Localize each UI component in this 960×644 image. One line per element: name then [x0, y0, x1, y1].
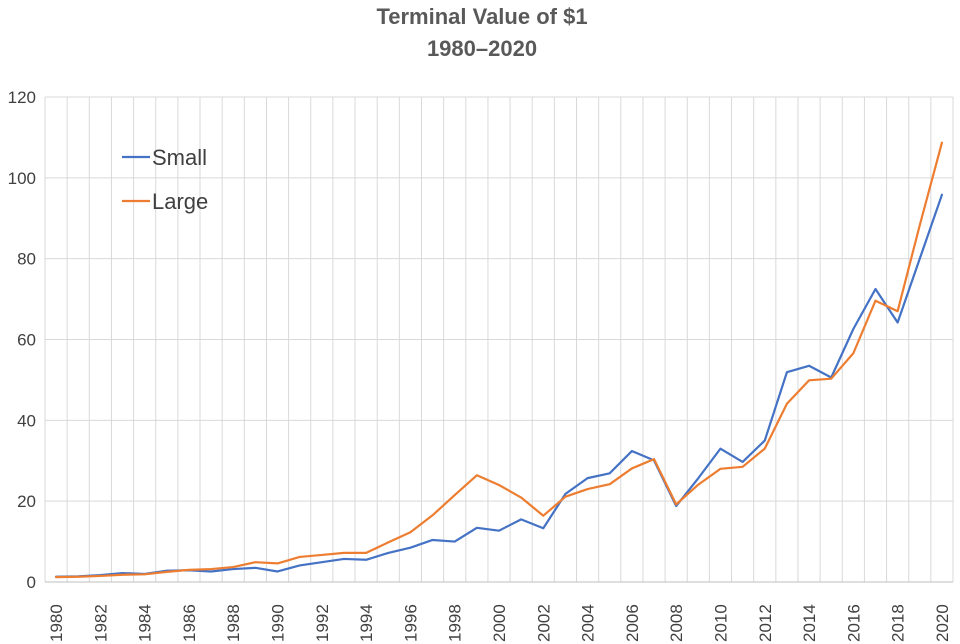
x-tick-label: 1980	[47, 604, 66, 642]
x-tick-label: 1992	[313, 604, 332, 642]
chart-title: Terminal Value of $1 1980–2020	[376, 4, 587, 61]
y-tick-label: 0	[27, 573, 36, 592]
x-tick-label: 1996	[401, 604, 420, 642]
x-tick-label: 1990	[269, 604, 288, 642]
x-tick-label: 1994	[357, 604, 376, 642]
series-lines	[54, 141, 944, 579]
x-tick-label: 2014	[800, 604, 819, 642]
x-tick-label: 1982	[91, 604, 110, 642]
x-tick-label: 2018	[889, 604, 908, 642]
legend: Small Large	[122, 145, 208, 214]
x-tick-label: 2006	[623, 604, 642, 642]
legend-label-large: Large	[152, 189, 208, 214]
x-tick-label: 2002	[534, 604, 553, 642]
y-tick-label: 100	[8, 169, 36, 188]
x-axis: 1980 1982 1984 1986 1988 1990 1992 1994 1996 1998…	[45, 581, 953, 642]
x-tick-label: 2008	[667, 604, 686, 642]
y-tick-label: 80	[17, 250, 36, 269]
y-tick-label: 40	[17, 411, 36, 430]
x-tick-label: 2016	[844, 604, 863, 642]
y-axis: 0 20 40 60 80 100 120	[8, 88, 36, 592]
chart-title-line-1: Terminal Value of $1	[376, 4, 587, 29]
x-tick-label: 2020	[933, 604, 952, 642]
chart-title-line-2: 1980–2020	[427, 36, 537, 61]
x-tick-label: 2004	[579, 604, 598, 642]
y-tick-label: 120	[8, 88, 36, 107]
series-line-small	[54, 193, 944, 578]
x-tick-label: 1986	[180, 604, 199, 642]
legend-label-small: Small	[152, 145, 207, 170]
y-tick-label: 20	[17, 492, 36, 511]
x-tick-label: 2000	[490, 604, 509, 642]
x-tick-label: 1998	[446, 604, 465, 642]
gridlines	[44, 96, 954, 582]
x-tick-label: 2010	[711, 604, 730, 642]
series-line-large	[54, 141, 944, 579]
y-tick-label: 60	[17, 331, 36, 350]
x-tick-label: 2012	[756, 604, 775, 642]
x-tick-label: 1984	[136, 604, 155, 642]
x-tick-label: 1988	[224, 604, 243, 642]
